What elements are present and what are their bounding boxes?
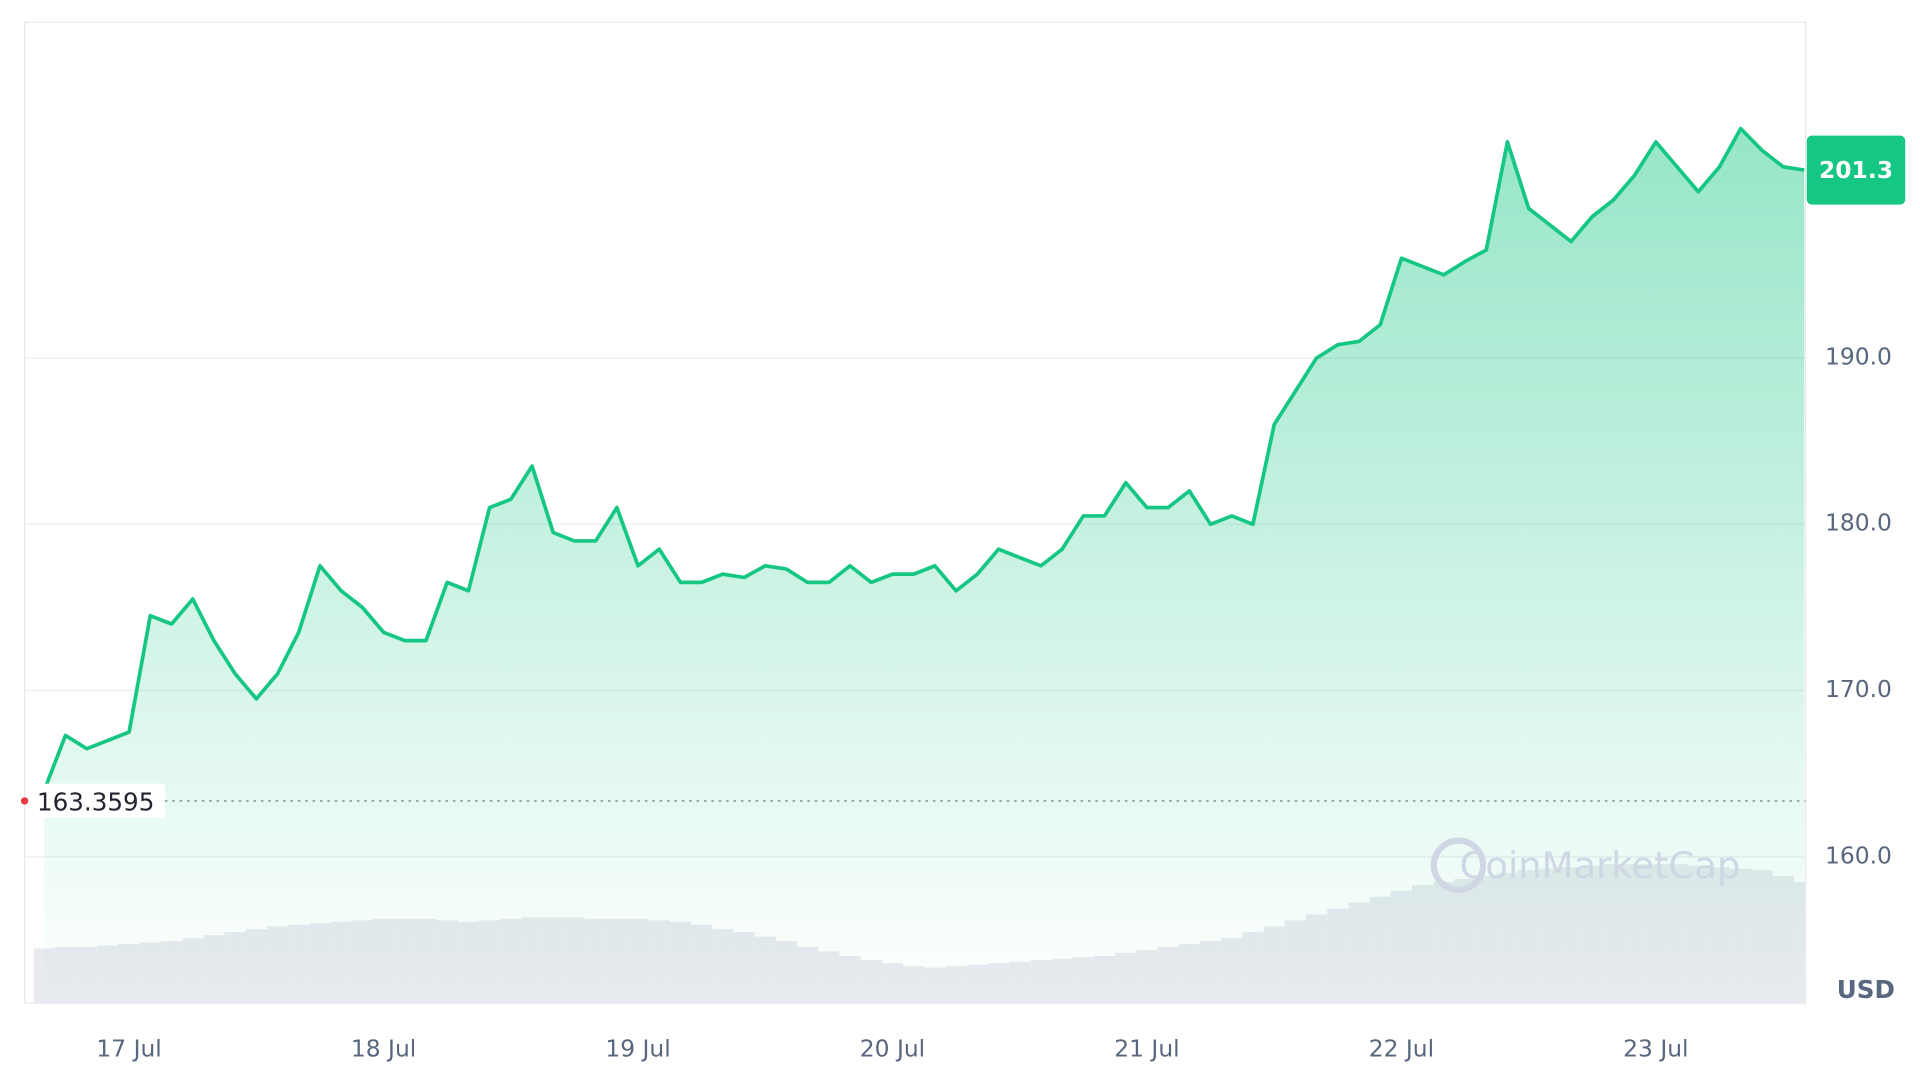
x-tick-label: 21 Jul (1114, 1034, 1179, 1062)
price-area (44, 128, 1805, 1004)
price-line (42, 126, 1805, 791)
watermark-logo (1430, 837, 1487, 893)
y-tick-label: 180.0 (1825, 509, 1892, 537)
x-tick-label: 17 Jul (96, 1034, 161, 1062)
x-tick-label: 23 Jul (1623, 1034, 1688, 1062)
reference-marker (20, 797, 29, 805)
x-tick-label: 20 Jul (860, 1034, 925, 1062)
y-tick-label: 160.0 (1825, 841, 1892, 869)
y-unit: USD (1837, 975, 1895, 1004)
reference-label-bg (32, 783, 165, 819)
x-tick-label: 22 Jul (1369, 1034, 1434, 1062)
price-badge (1806, 135, 1906, 205)
price-badge-label: 201.3 (1819, 156, 1893, 184)
watermark: CoinMarketCap (1460, 844, 1741, 887)
y-tick-label: 190.0 (1825, 342, 1892, 370)
price-layer: 163.3595 201.3 (20, 126, 1906, 1004)
reference-label: 163.3595 (37, 787, 154, 816)
x-tick-label: 18 Jul (351, 1034, 416, 1062)
x-tick-label: 19 Jul (605, 1034, 670, 1062)
y-tick-label: 170.0 (1825, 675, 1892, 703)
